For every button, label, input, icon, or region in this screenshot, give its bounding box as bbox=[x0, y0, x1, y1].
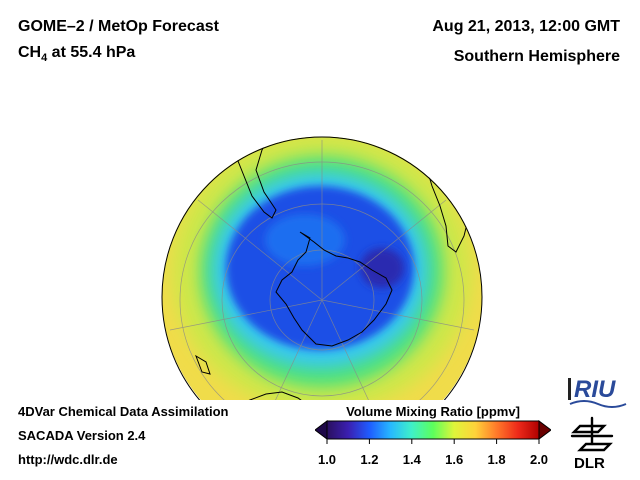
riu-logo-wave bbox=[569, 400, 627, 408]
colorbar-title: Volume Mixing Ratio [ppmv] bbox=[346, 404, 520, 419]
vortex-inner bbox=[265, 214, 345, 266]
colorbar-tick-label: 1.8 bbox=[487, 452, 506, 467]
vortex-core bbox=[360, 248, 404, 288]
species-subscript: 4 bbox=[41, 52, 48, 65]
new-zealand-coast bbox=[195, 354, 211, 375]
riu-logo-text: RIU bbox=[574, 376, 616, 403]
species-title: CH4 at 55.4 hPa bbox=[18, 44, 135, 64]
species-level: at 55.4 hPa bbox=[47, 44, 136, 61]
globe-outline bbox=[161, 136, 483, 400]
version-label: SACADA Version 2.4 bbox=[18, 428, 146, 443]
colorbar-tick-label: 1.2 bbox=[360, 452, 379, 467]
colorbar-gradient bbox=[326, 420, 540, 440]
south-america-coast bbox=[225, 136, 277, 219]
hemisphere-map bbox=[161, 136, 483, 400]
forecast-datetime: Aug 21, 2013, 12:00 GMT bbox=[432, 18, 620, 35]
website-link[interactable]: http://wdc.dlr.de bbox=[18, 452, 118, 467]
product-title: GOME–2 / MetOp Forecast bbox=[18, 18, 219, 35]
riu-logo: RIU bbox=[568, 376, 627, 408]
colorbar-tick-label: 1.6 bbox=[445, 452, 464, 467]
dlr-logo-text: DLR bbox=[574, 455, 605, 472]
region-label: Southern Hemisphere bbox=[453, 48, 620, 65]
species-formula: CH bbox=[18, 44, 42, 61]
colorbar-tick-label: 2.0 bbox=[529, 452, 549, 467]
graticule bbox=[169, 140, 475, 400]
colorbar-under-triangle bbox=[315, 420, 328, 440]
antarctica-coast bbox=[275, 231, 393, 347]
dlr-logo-mark bbox=[570, 416, 614, 452]
colorbar bbox=[315, 420, 551, 444]
colorbar-tick-label: 1.0 bbox=[317, 452, 337, 467]
colorbar-over-triangle bbox=[538, 420, 551, 440]
method-label: 4DVar Chemical Data Assimilation bbox=[18, 404, 229, 419]
colorbar-tick-label: 1.4 bbox=[402, 452, 421, 467]
australia-coast bbox=[248, 391, 313, 400]
dlr-logo: DLR bbox=[570, 416, 614, 472]
riu-logo-bar bbox=[568, 378, 571, 400]
